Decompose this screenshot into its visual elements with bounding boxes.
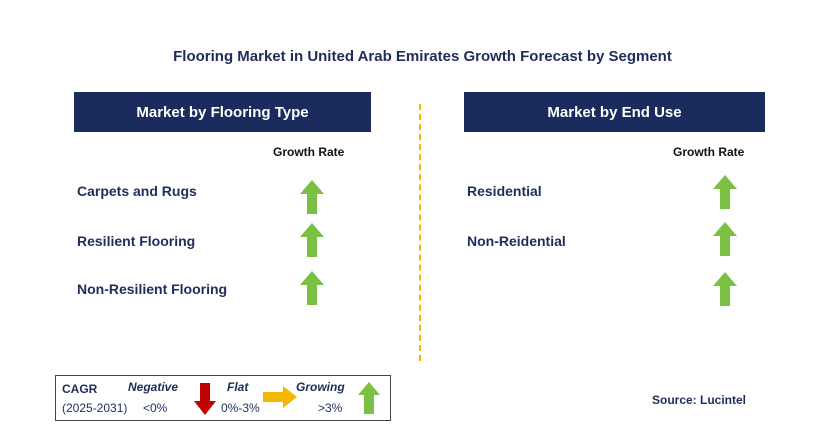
legend-flat-label: Flat	[227, 380, 249, 394]
arrow-up-icon	[300, 223, 324, 257]
source-note: Source: Lucintel	[652, 393, 747, 407]
flooring-type-header: Market by Flooring Type	[74, 92, 371, 132]
legend-flat-value: 0%-3%	[221, 401, 260, 415]
legend-period: (2025-2031)	[62, 401, 128, 415]
legend-growing-value: >3%	[318, 401, 343, 415]
growth-rate-label-right: Growth Rate	[673, 145, 745, 159]
arrow-down-icon	[194, 383, 216, 415]
segment-label-resilient-flooring: Resilient Flooring	[77, 233, 196, 249]
page-title: Flooring Market in United Arab Emirates …	[173, 48, 672, 65]
panel-divider	[419, 104, 421, 361]
legend-negative-value: <0%	[143, 401, 168, 415]
legend-cagr-label: CAGR	[62, 382, 98, 396]
arrow-right-icon	[263, 386, 297, 408]
arrow-up-icon	[713, 222, 737, 256]
arrow-up-icon	[713, 175, 737, 209]
arrow-up-icon	[358, 382, 380, 414]
segment-label-non-resilient-flooring: Non-Resilient Flooring	[77, 281, 228, 297]
legend-negative-label: Negative	[128, 380, 179, 394]
segment-label-non-residential: Non-Reidential	[467, 233, 566, 249]
segment-label-residential: Residential	[467, 183, 542, 199]
cagr-legend: CAGR (2025-2031) Negative <0% Flat 0%-3%…	[55, 375, 391, 421]
legend-growing-label: Growing	[296, 380, 345, 394]
arrow-up-icon	[713, 272, 737, 306]
arrow-up-icon	[300, 180, 324, 214]
growth-rate-label-left: Growth Rate	[273, 145, 345, 159]
arrow-up-icon	[300, 271, 324, 305]
segment-label-carpets-and-rugs: Carpets and Rugs	[77, 183, 197, 199]
end-use-header: Market by End Use	[464, 92, 765, 132]
